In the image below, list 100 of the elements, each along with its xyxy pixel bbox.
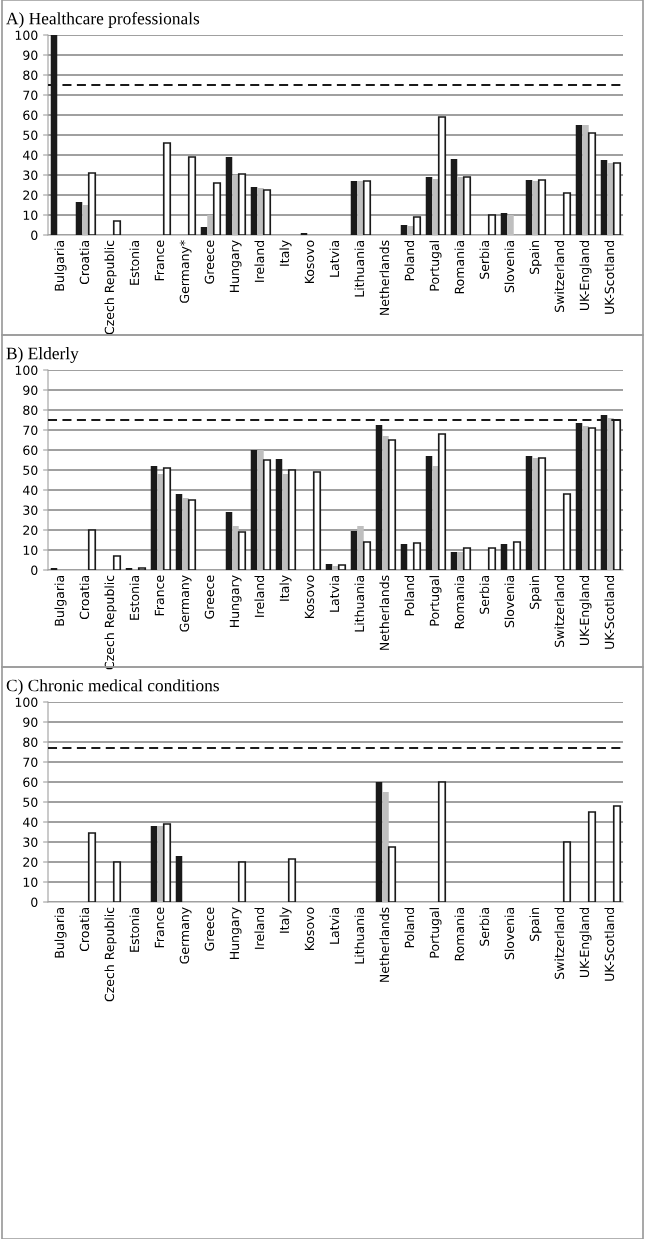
bar — [87, 529, 97, 570]
x-tick-label: Bulgaria — [54, 576, 67, 626]
y-tick-label: 100 — [15, 697, 38, 707]
y-tick-label: 10 — [23, 877, 38, 887]
bar — [182, 498, 189, 570]
x-tick-label: Slovenia — [504, 576, 515, 628]
x-tick-label: Slovenia — [504, 908, 515, 960]
x-tick-label: Hungary — [229, 240, 242, 293]
bar — [200, 227, 208, 235]
bar — [257, 188, 264, 235]
x-tick-label: Greece — [204, 907, 215, 951]
chart-title: B) Elderly — [6, 347, 79, 363]
x-tick-label: Poland — [404, 908, 415, 948]
bar — [587, 811, 597, 902]
bar — [575, 125, 583, 235]
bar — [450, 159, 458, 235]
y-tick-label: 20 — [23, 857, 38, 867]
bar — [600, 160, 608, 235]
x-tick-label: Poland — [404, 241, 415, 281]
bar — [157, 474, 164, 570]
x-tick-label: Serbia — [479, 241, 490, 279]
y-tick-label: 20 — [23, 525, 38, 535]
x-tick-label: Netherlands — [379, 575, 390, 650]
x-tick-label: Czech Republic — [104, 240, 117, 335]
x-tick-label: UK-England — [579, 241, 592, 311]
bar — [562, 841, 572, 902]
bar — [75, 202, 83, 235]
bar — [525, 180, 533, 235]
x-tick-label: Latvia — [329, 908, 340, 944]
bar — [112, 861, 122, 902]
x-tick-label: Netherlands — [379, 240, 390, 315]
bar — [612, 162, 622, 235]
bar — [162, 142, 172, 235]
y-tick-label: 0 — [31, 565, 38, 575]
bar — [407, 226, 414, 235]
x-tick-label: Lithuania — [354, 907, 365, 964]
bar — [607, 163, 614, 235]
x-tick-label: Italy — [279, 575, 292, 601]
x-tick-label: Switzerland — [554, 241, 565, 312]
bar — [237, 531, 247, 570]
x-tick-label: UK-England — [579, 908, 592, 978]
bar — [82, 205, 89, 235]
x-tick-label: Ireland — [254, 908, 265, 949]
bar — [375, 425, 383, 570]
x-tick-label: Spain — [529, 907, 542, 941]
x-tick-label: Kosovo — [304, 240, 315, 284]
x-tick-label: Germany* — [179, 240, 192, 303]
bar — [287, 469, 297, 570]
y-tick-label: 50 — [23, 797, 38, 807]
y-tick-label: 10 — [23, 210, 38, 220]
x-tick-label: Latvia — [329, 241, 340, 277]
y-tick-label: 70 — [23, 90, 38, 100]
y-tick-label: 60 — [23, 110, 38, 120]
bar — [357, 526, 364, 570]
x-tick-label: Ireland — [254, 576, 265, 617]
bar — [537, 457, 547, 570]
bar — [225, 157, 233, 235]
bar — [582, 125, 589, 235]
bar — [387, 846, 397, 902]
x-tick-label: Kosovo — [304, 907, 315, 951]
x-tick-label: Lithuania — [354, 575, 365, 632]
x-tick-label: Portugal — [429, 576, 442, 626]
bar — [225, 512, 233, 570]
bar — [87, 832, 97, 902]
x-tick-label: Lithuania — [354, 240, 365, 297]
bar — [425, 456, 433, 570]
bar — [512, 541, 522, 570]
x-tick-label: Poland — [404, 576, 415, 616]
bar — [487, 214, 497, 235]
x-tick-label: Estonia — [129, 575, 140, 620]
y-tick-label: 20 — [23, 190, 38, 200]
x-tick-label: Bulgaria — [54, 908, 67, 958]
x-tick-label: Portugal — [429, 908, 442, 958]
y-tick-label: 0 — [31, 230, 38, 240]
y-tick-label: 60 — [23, 445, 38, 455]
bar — [437, 116, 447, 235]
y-tick-label: 80 — [23, 405, 38, 415]
bar — [187, 499, 197, 570]
x-tick-label: Greece — [204, 240, 215, 284]
bar — [137, 567, 147, 570]
bar — [232, 175, 239, 235]
y-tick-label: 100 — [15, 30, 38, 40]
bar — [457, 177, 464, 235]
x-tick-label: Estonia — [129, 907, 140, 952]
x-tick-label: Bulgaria — [54, 241, 67, 291]
bar — [175, 494, 183, 570]
y-tick-label: 40 — [22, 485, 38, 495]
bar — [437, 433, 447, 570]
x-tick-label: Greece — [204, 575, 215, 619]
x-tick-label: UK-Scotland — [604, 576, 615, 649]
x-tick-label: Germany — [179, 575, 192, 632]
bar — [237, 861, 247, 902]
bar — [162, 467, 172, 570]
bar — [257, 450, 264, 570]
bar — [207, 215, 214, 235]
bar — [287, 858, 297, 902]
bar — [357, 181, 364, 235]
x-tick-label: Romania — [454, 908, 465, 961]
x-tick-label: UK-England — [579, 576, 592, 646]
y-tick-label: 80 — [23, 70, 38, 80]
